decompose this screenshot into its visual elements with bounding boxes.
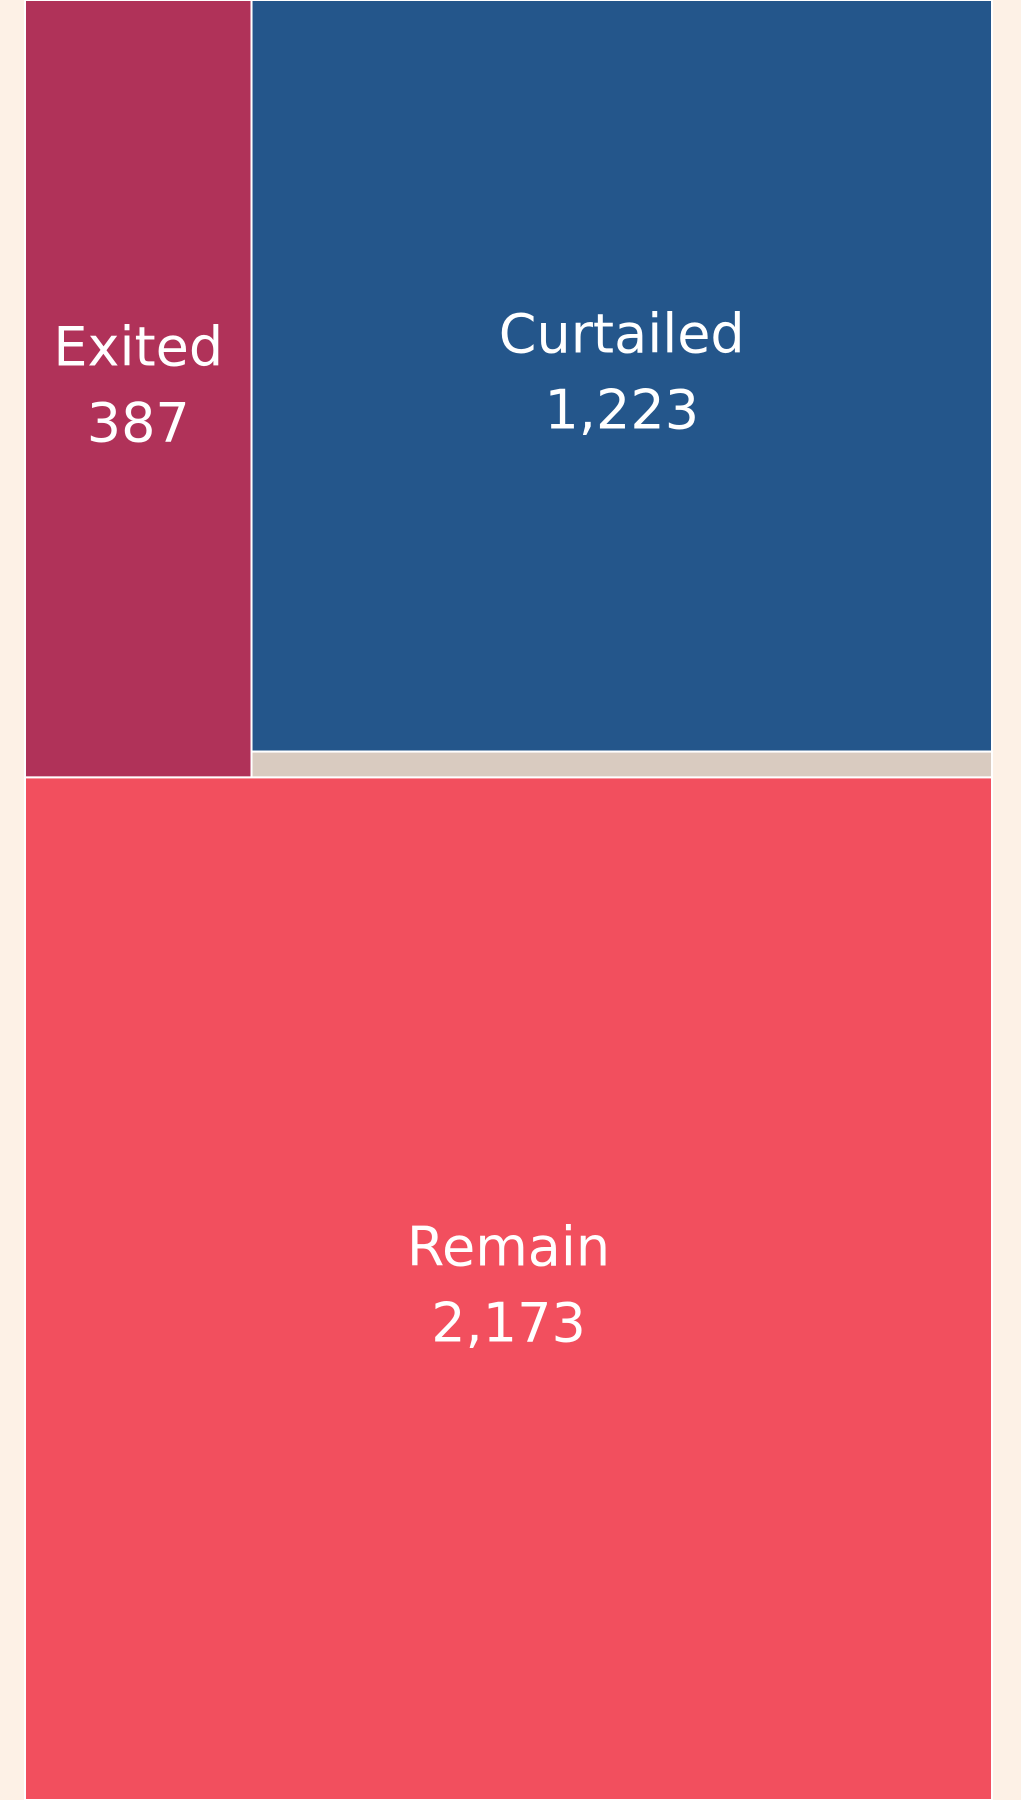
cell-value: 387 (87, 391, 190, 454)
treemap-cell (24, 776, 993, 1800)
cell-label: Exited (53, 315, 223, 378)
cell-value: 1,223 (544, 378, 699, 441)
treemap-cell (250, 0, 993, 753)
cell-value: 2,173 (431, 1291, 586, 1354)
cell-label: Remain (407, 1215, 610, 1278)
treemap-cell (24, 0, 253, 779)
treemap-cell (250, 750, 993, 779)
cell-label: Curtailed (499, 302, 745, 365)
